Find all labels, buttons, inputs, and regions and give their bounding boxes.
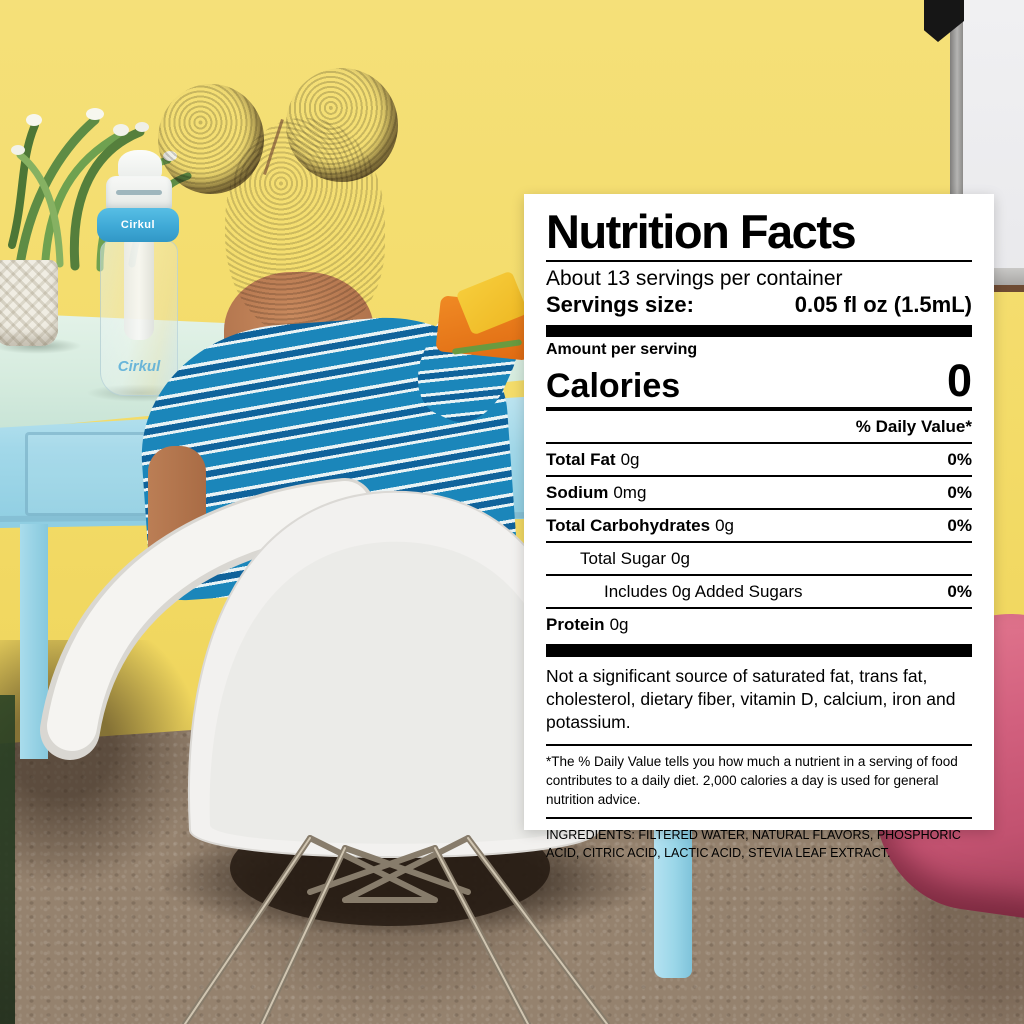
medium-divider — [546, 406, 972, 411]
girl-hair — [225, 118, 385, 336]
chair-legs-highlight — [184, 837, 608, 1024]
nutrient-amount: 0g — [671, 548, 690, 568]
nutrient-row-total-fat: Total Fat 0g 0% — [546, 444, 972, 477]
not-significant-source-note: Not a significant source of saturated fa… — [546, 665, 956, 732]
daily-value-footnote: *The % Daily Value tells you how much a … — [546, 753, 958, 808]
serving-size-label: Servings size: — [546, 292, 694, 318]
nutrient-name: Total Sugar — [580, 548, 666, 568]
label-divider — [546, 260, 972, 262]
nutrient-dv: 0% — [947, 515, 972, 535]
nutrient-row-protein: Protein 0g — [546, 609, 972, 640]
nutrient-name: Protein — [546, 614, 605, 634]
nutrient-dv: 0% — [947, 482, 972, 502]
thick-divider-bar — [546, 325, 972, 338]
nutrient-name: Total Carbohydrates — [546, 515, 711, 535]
bottle-brand-band-text: Cirkul — [120, 219, 156, 231]
nutrient-name: Includes 0g Added Sugars — [604, 581, 803, 601]
daily-value-header: % Daily Value* — [855, 416, 972, 436]
nutrient-amount: 0g — [620, 449, 640, 469]
nutrient-dv: 0% — [947, 581, 972, 601]
nutrition-facts-label: Nutrition Facts About 13 servings per co… — [524, 194, 994, 860]
desk-leg-center — [654, 820, 692, 978]
footnote-divider — [546, 743, 972, 746]
calories-label: Calories — [546, 367, 681, 406]
plant-pot — [0, 260, 58, 346]
nutrient-dv: 0% — [947, 449, 972, 469]
chair-armrest — [47, 481, 370, 751]
nutrient-name: Sodium — [546, 482, 609, 502]
serving-size-value: 0.05 fl oz (1.5mL) — [794, 292, 972, 318]
girl-hair-bun-left — [158, 84, 264, 194]
nutrient-row-total-carbohydrates: Total Carbohydrates 0g 0% — [546, 510, 972, 543]
bottle-cap-slot — [116, 190, 162, 195]
bottle-filter-cartridge — [124, 236, 154, 340]
thick-divider-bar-bottom — [546, 643, 972, 657]
nutrient-amount: 0g — [715, 515, 734, 535]
calories-value: 0 — [946, 354, 972, 406]
nutrient-row-added-sugars: Includes 0g Added Sugars 0% — [546, 576, 972, 609]
bottle-brand-band: Cirkul — [97, 208, 179, 242]
nutrient-name: Total Fat — [546, 449, 616, 469]
nutrient-row-sodium: Sodium 0mg 0% — [546, 477, 972, 510]
amount-per-serving: Amount per serving — [546, 341, 698, 359]
nutrition-facts-title: Nutrition Facts — [546, 205, 857, 258]
calories-row: Calories 0 — [546, 354, 972, 406]
servings-per-container: About 13 servings per container — [546, 267, 843, 290]
dark-furniture-edge — [0, 695, 15, 1024]
nutrient-amount: 0g — [609, 614, 629, 634]
chair — [40, 478, 610, 1024]
chair-shell-shading — [209, 541, 576, 844]
bottle-brand-body-text: Cirkul — [117, 358, 161, 375]
ingredients-list: INGREDIENTS: FILTERED WATER, NATURAL FLA… — [546, 828, 961, 861]
girl-hair-bun-right — [286, 68, 398, 182]
nutrient-rows: Total Fat 0g 0% Sodium 0mg 0% Total Carb… — [546, 441, 972, 640]
nutrient-row-total-sugar: Total Sugar 0g — [546, 543, 972, 576]
ingredients-divider — [546, 817, 972, 820]
nutrient-amount: 0mg — [613, 482, 647, 502]
serving-size-row: Servings size: 0.05 fl oz (1.5mL) — [546, 292, 972, 318]
